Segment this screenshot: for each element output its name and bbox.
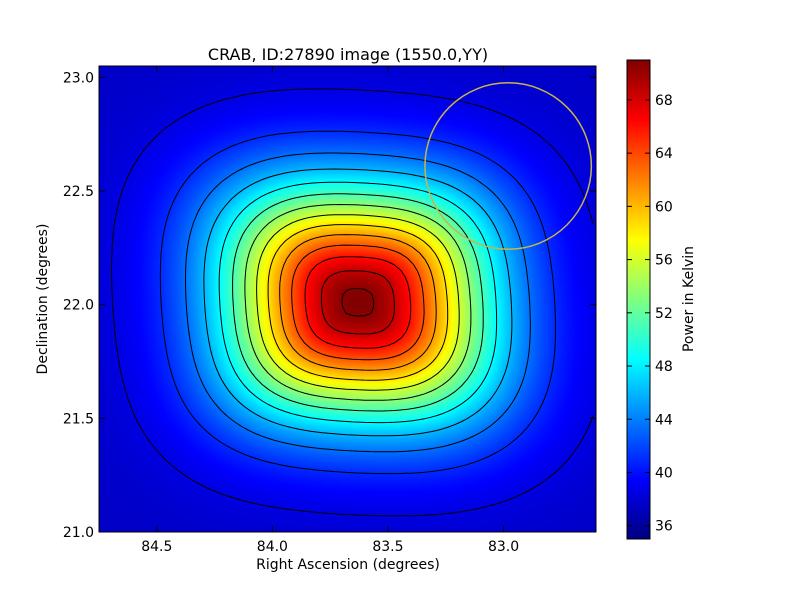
x-axis: 84.5 84.0 83.5 83.0 (141, 66, 519, 555)
colorbar-tick-label: 48 (655, 359, 673, 375)
x-tick-label: 83.5 (372, 539, 403, 555)
x-axis-label: Right Ascension (degrees) (256, 557, 440, 573)
contour-level-8 (267, 224, 449, 381)
contour-level-5 (232, 193, 484, 412)
contour-level-12 (320, 270, 395, 335)
contour-level-0 (111, 88, 594, 517)
colorbar-ticks: 36 40 44 48 52 56 60 64 68 (627, 93, 673, 535)
beam-circle (424, 82, 593, 250)
y-tick-label: 21.0 (63, 525, 94, 541)
colorbar-frame (626, 59, 651, 540)
contour-level-2 (185, 152, 531, 453)
contour-level-6 (244, 204, 472, 401)
contour-level-7 (256, 214, 460, 391)
y-tick-label: 21.5 (63, 411, 94, 427)
x-tick-label: 83.0 (488, 539, 519, 555)
y-tick-label: 22.5 (63, 184, 94, 200)
contour-level-9 (279, 234, 437, 371)
x-tick-label: 84.0 (257, 539, 288, 555)
colorbar-tick-label: 68 (655, 93, 673, 109)
plot-frame (98, 65, 597, 533)
contour-level-4 (218, 181, 498, 424)
colorbar-tick-label: 56 (655, 253, 673, 269)
y-tick-label: 22.0 (63, 298, 94, 314)
x-tick-label: 84.5 (141, 539, 172, 555)
heatmap-image (99, 66, 596, 532)
colorbar-tick-label: 52 (655, 306, 673, 322)
y-tick-label: 23.0 (63, 70, 94, 86)
colorbar: 36 40 44 48 52 56 60 64 68 Power in Kelvin (626, 59, 697, 540)
contour-lines (111, 88, 594, 517)
contour-level-3 (203, 168, 513, 437)
colorbar-label: Power in Kelvin (681, 246, 697, 352)
colorbar-gradient (627, 60, 650, 539)
chart-title: CRAB, ID:27890 image (1550.0,YY) (208, 45, 488, 64)
colorbar-tick-label: 36 (655, 519, 673, 535)
contour-level-10 (291, 244, 425, 361)
colorbar-tick-label: 40 (655, 465, 673, 481)
contour-level-11 (304, 256, 412, 349)
contour-level-1 (159, 130, 556, 475)
colorbar-tick-label: 64 (655, 146, 673, 162)
y-axis: 21.0 21.5 22.0 22.5 23.0 (63, 70, 596, 541)
y-axis-label: Declination (degrees) (35, 224, 51, 375)
colorbar-tick-label: 60 (655, 199, 673, 215)
contour-level-13 (341, 288, 375, 317)
plot-area (98, 65, 597, 533)
colorbar-tick-label: 44 (655, 412, 673, 428)
